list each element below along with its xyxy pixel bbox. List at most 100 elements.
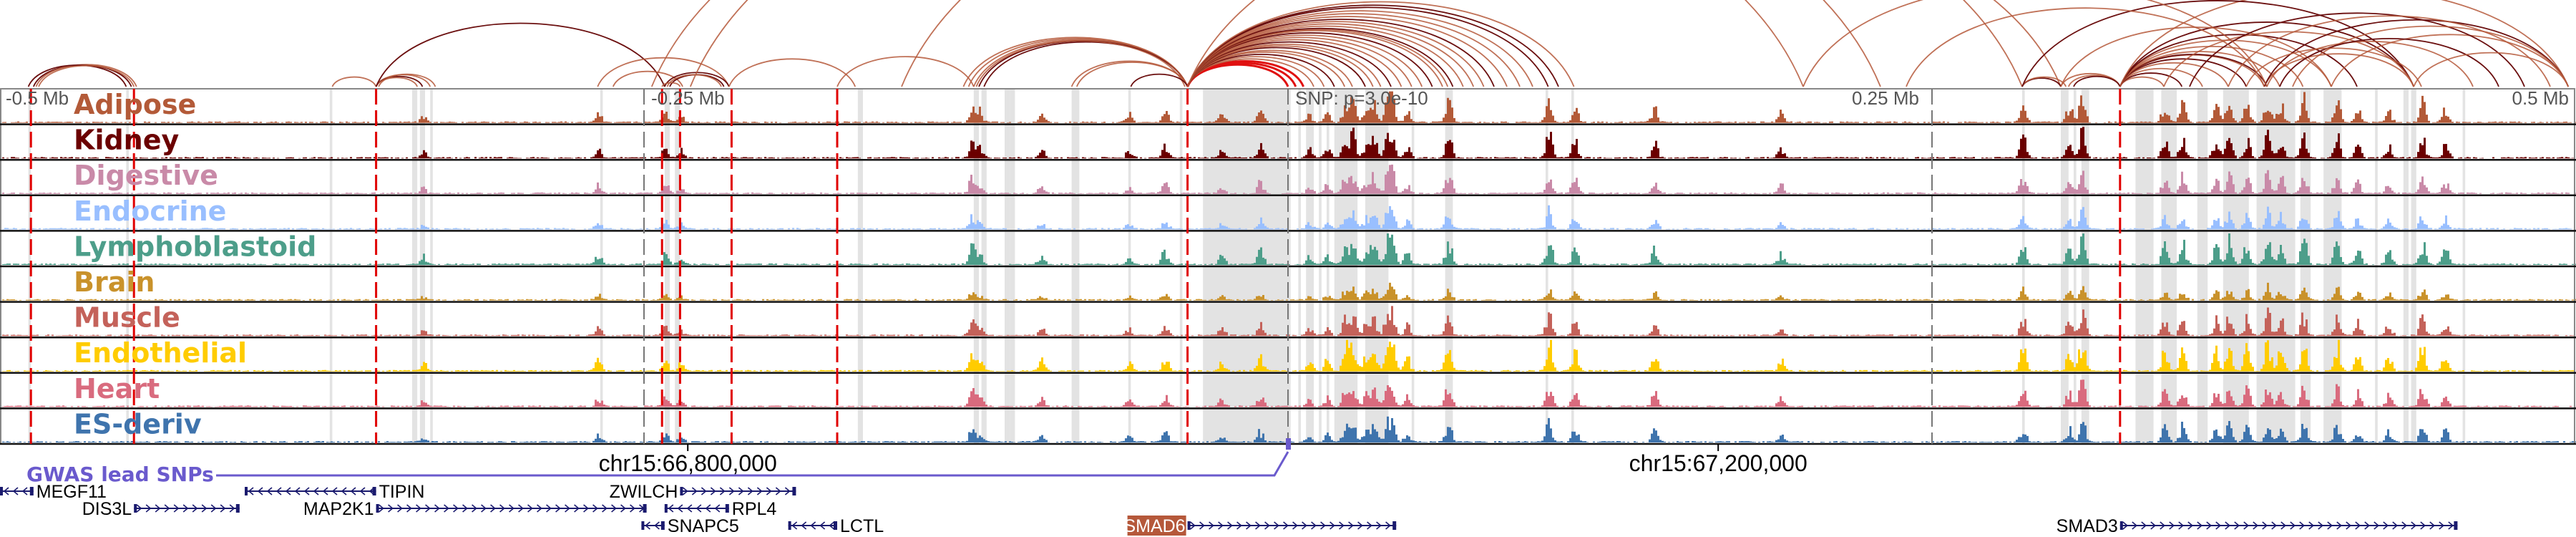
gene-label: SNAPC5: [668, 516, 739, 536]
strand-arrow-icon: [136, 504, 235, 513]
exon: [792, 487, 796, 495]
exon: [0, 487, 3, 495]
chrom-tick-label: chr15:67,200,000: [1629, 450, 1807, 476]
loop-arc: [661, 82, 681, 87]
track-borders: [0, 88, 2576, 445]
loop-arc: [35, 64, 137, 87]
loop-arc: [2292, 25, 2570, 87]
track-label-kidney: Kidney: [74, 125, 179, 156]
track-label-endothelial: Endothelial: [74, 337, 247, 369]
loop-arc: [962, 37, 1189, 87]
loop-arc: [378, 73, 436, 87]
chrom-tick-label: chr15:66,800,000: [599, 450, 777, 476]
loop-arc: [597, 57, 730, 87]
gene-map2k1: MAP2K1: [303, 499, 647, 519]
gwas-track: GWAS lead SNPs: [26, 438, 1291, 486]
exon: [641, 521, 645, 530]
axis-label-right: 0.5 Mb: [2512, 87, 2570, 109]
gene-label: MEGF11: [36, 482, 107, 502]
loop-arc: [2331, 34, 2570, 87]
loop-arc: [2119, 21, 2415, 87]
loop-arc: [331, 76, 377, 87]
loop-arc: [2266, 41, 2474, 87]
track-label-adipose: Adipose: [74, 89, 196, 120]
loop-arc: [375, 77, 419, 87]
loop-arc: [1802, 0, 2268, 87]
loop-arc: [2073, 75, 2121, 87]
gene-smad3: SMAD3: [2057, 516, 2458, 536]
loop-arc: [2119, 67, 2203, 87]
gene-megf11: MEGF11: [0, 482, 107, 502]
strand-arrow-icon: [379, 504, 645, 513]
gene-label: MAP2K1: [303, 499, 374, 519]
loop-arc: [1186, 16, 1508, 87]
exon: [1187, 521, 1191, 530]
strand-arrow-icon: [3, 487, 28, 495]
loop-arc: [1186, 1, 1575, 87]
axis-label-right-mid: 0.25 Mb: [1852, 87, 1919, 109]
exon: [680, 487, 683, 495]
loop-arc: [1186, 4, 1559, 87]
track-labels: Adipose Kidney Digestive Endocrine Lymphobla…: [74, 89, 316, 440]
exon: [1392, 521, 1397, 530]
exon: [134, 504, 137, 513]
exon: [376, 504, 379, 513]
gwas-track-label: GWAS lead SNPs: [26, 463, 214, 486]
gwas-snp-lines: [29, 89, 2122, 444]
exon: [2454, 521, 2458, 530]
loop-arc: [375, 22, 665, 87]
loop-arc: [2119, 34, 2358, 87]
loop-arc: [901, 0, 2023, 87]
axis-label-left-mid: -0.25 Mb: [651, 87, 725, 109]
axis-label-center: SNP: p=3.0e-10: [1295, 87, 1428, 109]
loop-arc: [2413, 52, 2570, 87]
strand-arrow-icon: [2122, 521, 2454, 530]
loop-arc: [2119, 51, 2280, 87]
exon: [664, 504, 668, 513]
gene-label: ZWILCH: [610, 482, 678, 502]
loop-arc: [1075, 62, 1189, 87]
exon: [245, 487, 248, 495]
strand-arrow-icon: [682, 487, 791, 495]
track-label-es-deriv: ES-deriv: [74, 408, 202, 440]
exon: [834, 521, 837, 530]
track-label-endocrine: Endocrine: [74, 195, 226, 227]
loop-arc: [1130, 73, 1189, 87]
loop-arc: [27, 64, 127, 87]
strand-arrow-icon: [1190, 521, 1391, 530]
gene-tipin: TIPIN: [245, 482, 425, 502]
loop-arc: [2119, 0, 2570, 87]
strand-arrow-icon: [248, 487, 375, 495]
chromosome-axis: chr15:66,800,000 chr15:67,200,000: [599, 444, 1807, 476]
exon: [788, 521, 791, 530]
track-label-lymphoblastoid: Lymphoblastoid: [74, 231, 316, 262]
gene-snapc5: SNAPC5: [641, 516, 739, 536]
loop-arc: [1186, 13, 1521, 87]
strand-arrow-icon: [645, 521, 660, 530]
exon: [660, 521, 665, 530]
loop-arc: [2119, 46, 2304, 87]
exon: [2119, 521, 2123, 530]
gene-rpl4: RPL4: [664, 499, 777, 519]
gene-label: TIPIN: [379, 482, 425, 502]
loop-arc: [2245, 47, 2422, 87]
loop-arc: [1906, 7, 2265, 87]
loop-arc: [836, 56, 975, 87]
gene-label: LCTL: [840, 516, 884, 536]
gene-dis3l: DIS3L: [82, 499, 240, 519]
track-label-muscle: Muscle: [74, 302, 180, 334]
exon: [725, 504, 729, 513]
gene-smad6: SMAD6: [1123, 516, 1397, 536]
gene-label: DIS3L: [82, 499, 132, 519]
loop-arc: [2279, 38, 2499, 87]
strand-arrow-icon: [791, 521, 835, 530]
chromatin-loops-arcs: [27, 0, 2570, 87]
loop-arc: [983, 41, 1189, 87]
gwas-link-line: [216, 451, 1289, 477]
loop-arc: [2163, 31, 2415, 87]
track-label-brain: Brain: [74, 266, 155, 298]
axis-labels: -0.5 Mb -0.25 Mb SNP: p=3.0e-10 0.25 Mb …: [6, 87, 2569, 109]
gene-lctl: LCTL: [788, 516, 884, 536]
gene-label: RPL4: [732, 499, 777, 519]
